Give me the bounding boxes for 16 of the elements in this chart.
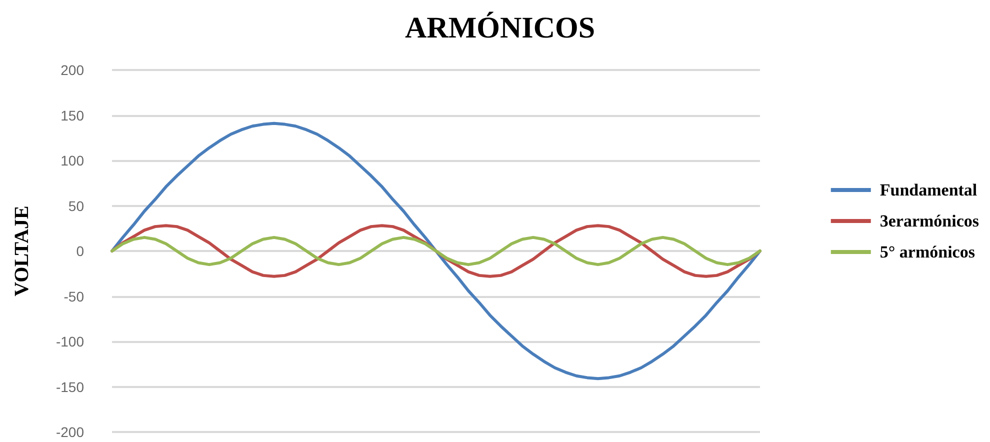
y-tick-label: 150: [60, 107, 84, 124]
legend-label: 3erarmónicos: [880, 212, 980, 230]
y-tick-label: -50: [64, 288, 84, 304]
y-tick-label: 200: [60, 62, 84, 78]
y-axis-title: VOLTAJE: [11, 206, 33, 296]
y-tick-label: -200: [56, 424, 84, 440]
y-tick-label: -100: [56, 334, 84, 350]
y-tick-label: 50: [68, 198, 84, 214]
y-tick-label: -150: [56, 378, 84, 395]
line-series: [110, 122, 762, 380]
y-tick-label: 0: [76, 243, 84, 259]
chart-title: ARMÓNICOS: [404, 12, 596, 44]
y-tick-label: 100: [60, 152, 84, 168]
legend-label: 5° armónicos: [880, 242, 976, 262]
line-series: [110, 236, 762, 266]
legend-label: Fundamental: [880, 180, 978, 200]
